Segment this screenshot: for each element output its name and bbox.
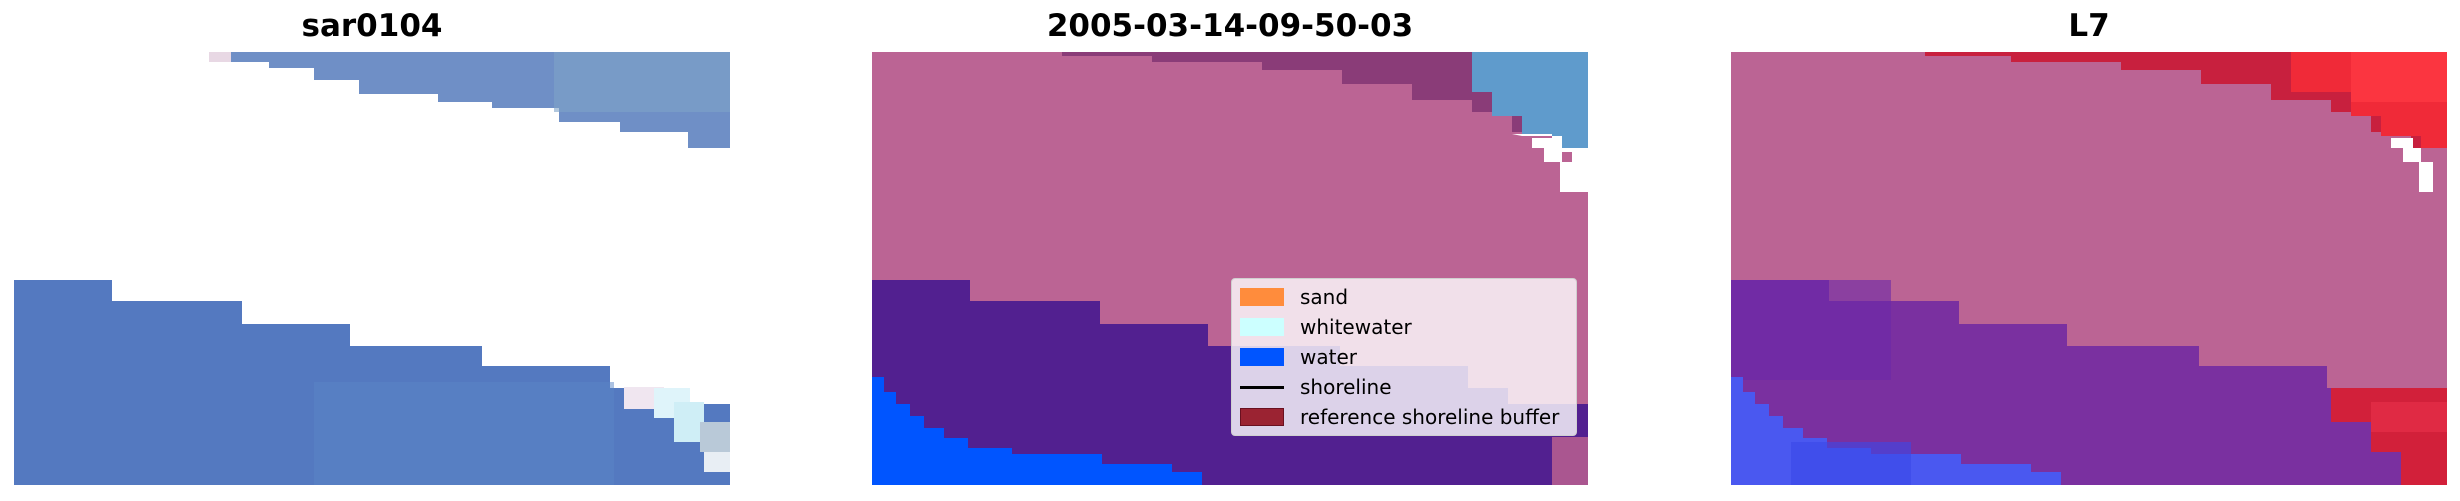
legend-label-sand: sand — [1300, 285, 1349, 309]
legend-label-water: water — [1300, 345, 1357, 369]
panel-title-overlay: L7 — [2068, 8, 2110, 44]
overlay-purple — [1731, 280, 2447, 485]
legend-swatch-whitewater — [1240, 318, 1284, 336]
legend-label-shoreline: shoreline — [1300, 375, 1392, 399]
legend-item-water: water — [1240, 343, 1357, 371]
classified-top-band — [1062, 52, 1588, 148]
rgb-image — [14, 52, 730, 485]
rgb-water-top-tint — [554, 52, 730, 112]
legend-label-whitewater: whitewater — [1300, 315, 1412, 339]
legend-item-sand: sand — [1240, 283, 1348, 311]
legend-line-shoreline — [1240, 385, 1284, 389]
classified-water — [872, 377, 1202, 485]
panel-rgb-image — [14, 52, 730, 485]
panel-overlay-image — [1731, 52, 2447, 485]
panel-title-rgb: sar0104 — [301, 8, 443, 44]
legend-item-buffer: reference shoreline buffer — [1240, 403, 1559, 431]
legend-swatch-sand — [1240, 288, 1284, 306]
legend-item-whitewater: whitewater — [1240, 313, 1412, 341]
legend-swatch-buffer — [1240, 408, 1284, 426]
legend: sand whitewater water shoreline referenc… — [1231, 278, 1577, 436]
legend-swatch-water — [1240, 348, 1284, 366]
panel-title-classified: 2005-03-14-09-50-03 — [1046, 8, 1414, 44]
legend-label-buffer: reference shoreline buffer — [1300, 405, 1560, 429]
classified-water-top — [1472, 52, 1588, 148]
overlay-image — [1731, 52, 2447, 485]
legend-item-shoreline: shoreline — [1240, 373, 1392, 401]
